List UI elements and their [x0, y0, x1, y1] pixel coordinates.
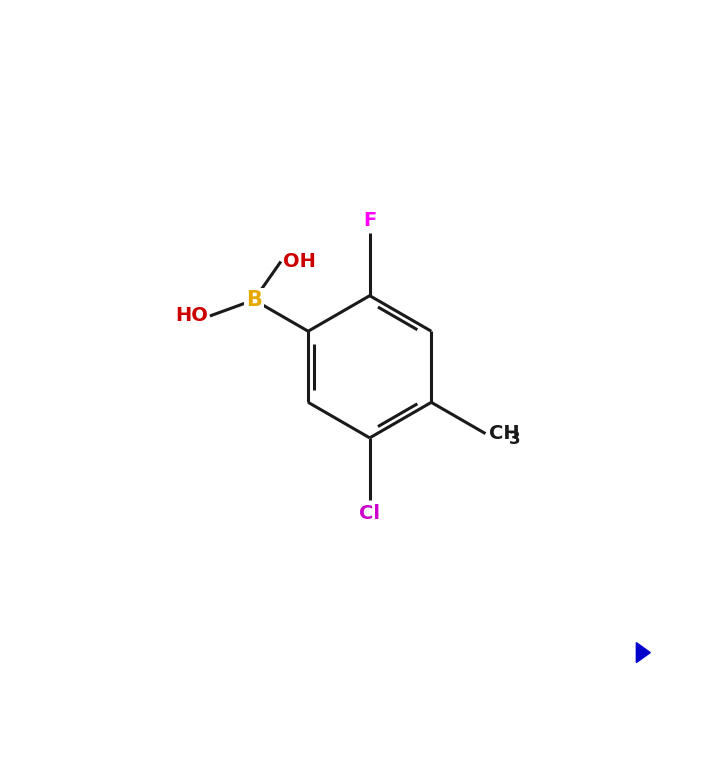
Text: HO: HO	[175, 306, 208, 325]
Text: Cl: Cl	[359, 504, 380, 523]
Text: 3: 3	[509, 431, 520, 448]
Polygon shape	[636, 642, 651, 662]
Text: CH: CH	[489, 424, 520, 443]
Text: B: B	[246, 290, 262, 310]
Text: OH: OH	[283, 252, 316, 271]
Text: F: F	[363, 210, 376, 229]
